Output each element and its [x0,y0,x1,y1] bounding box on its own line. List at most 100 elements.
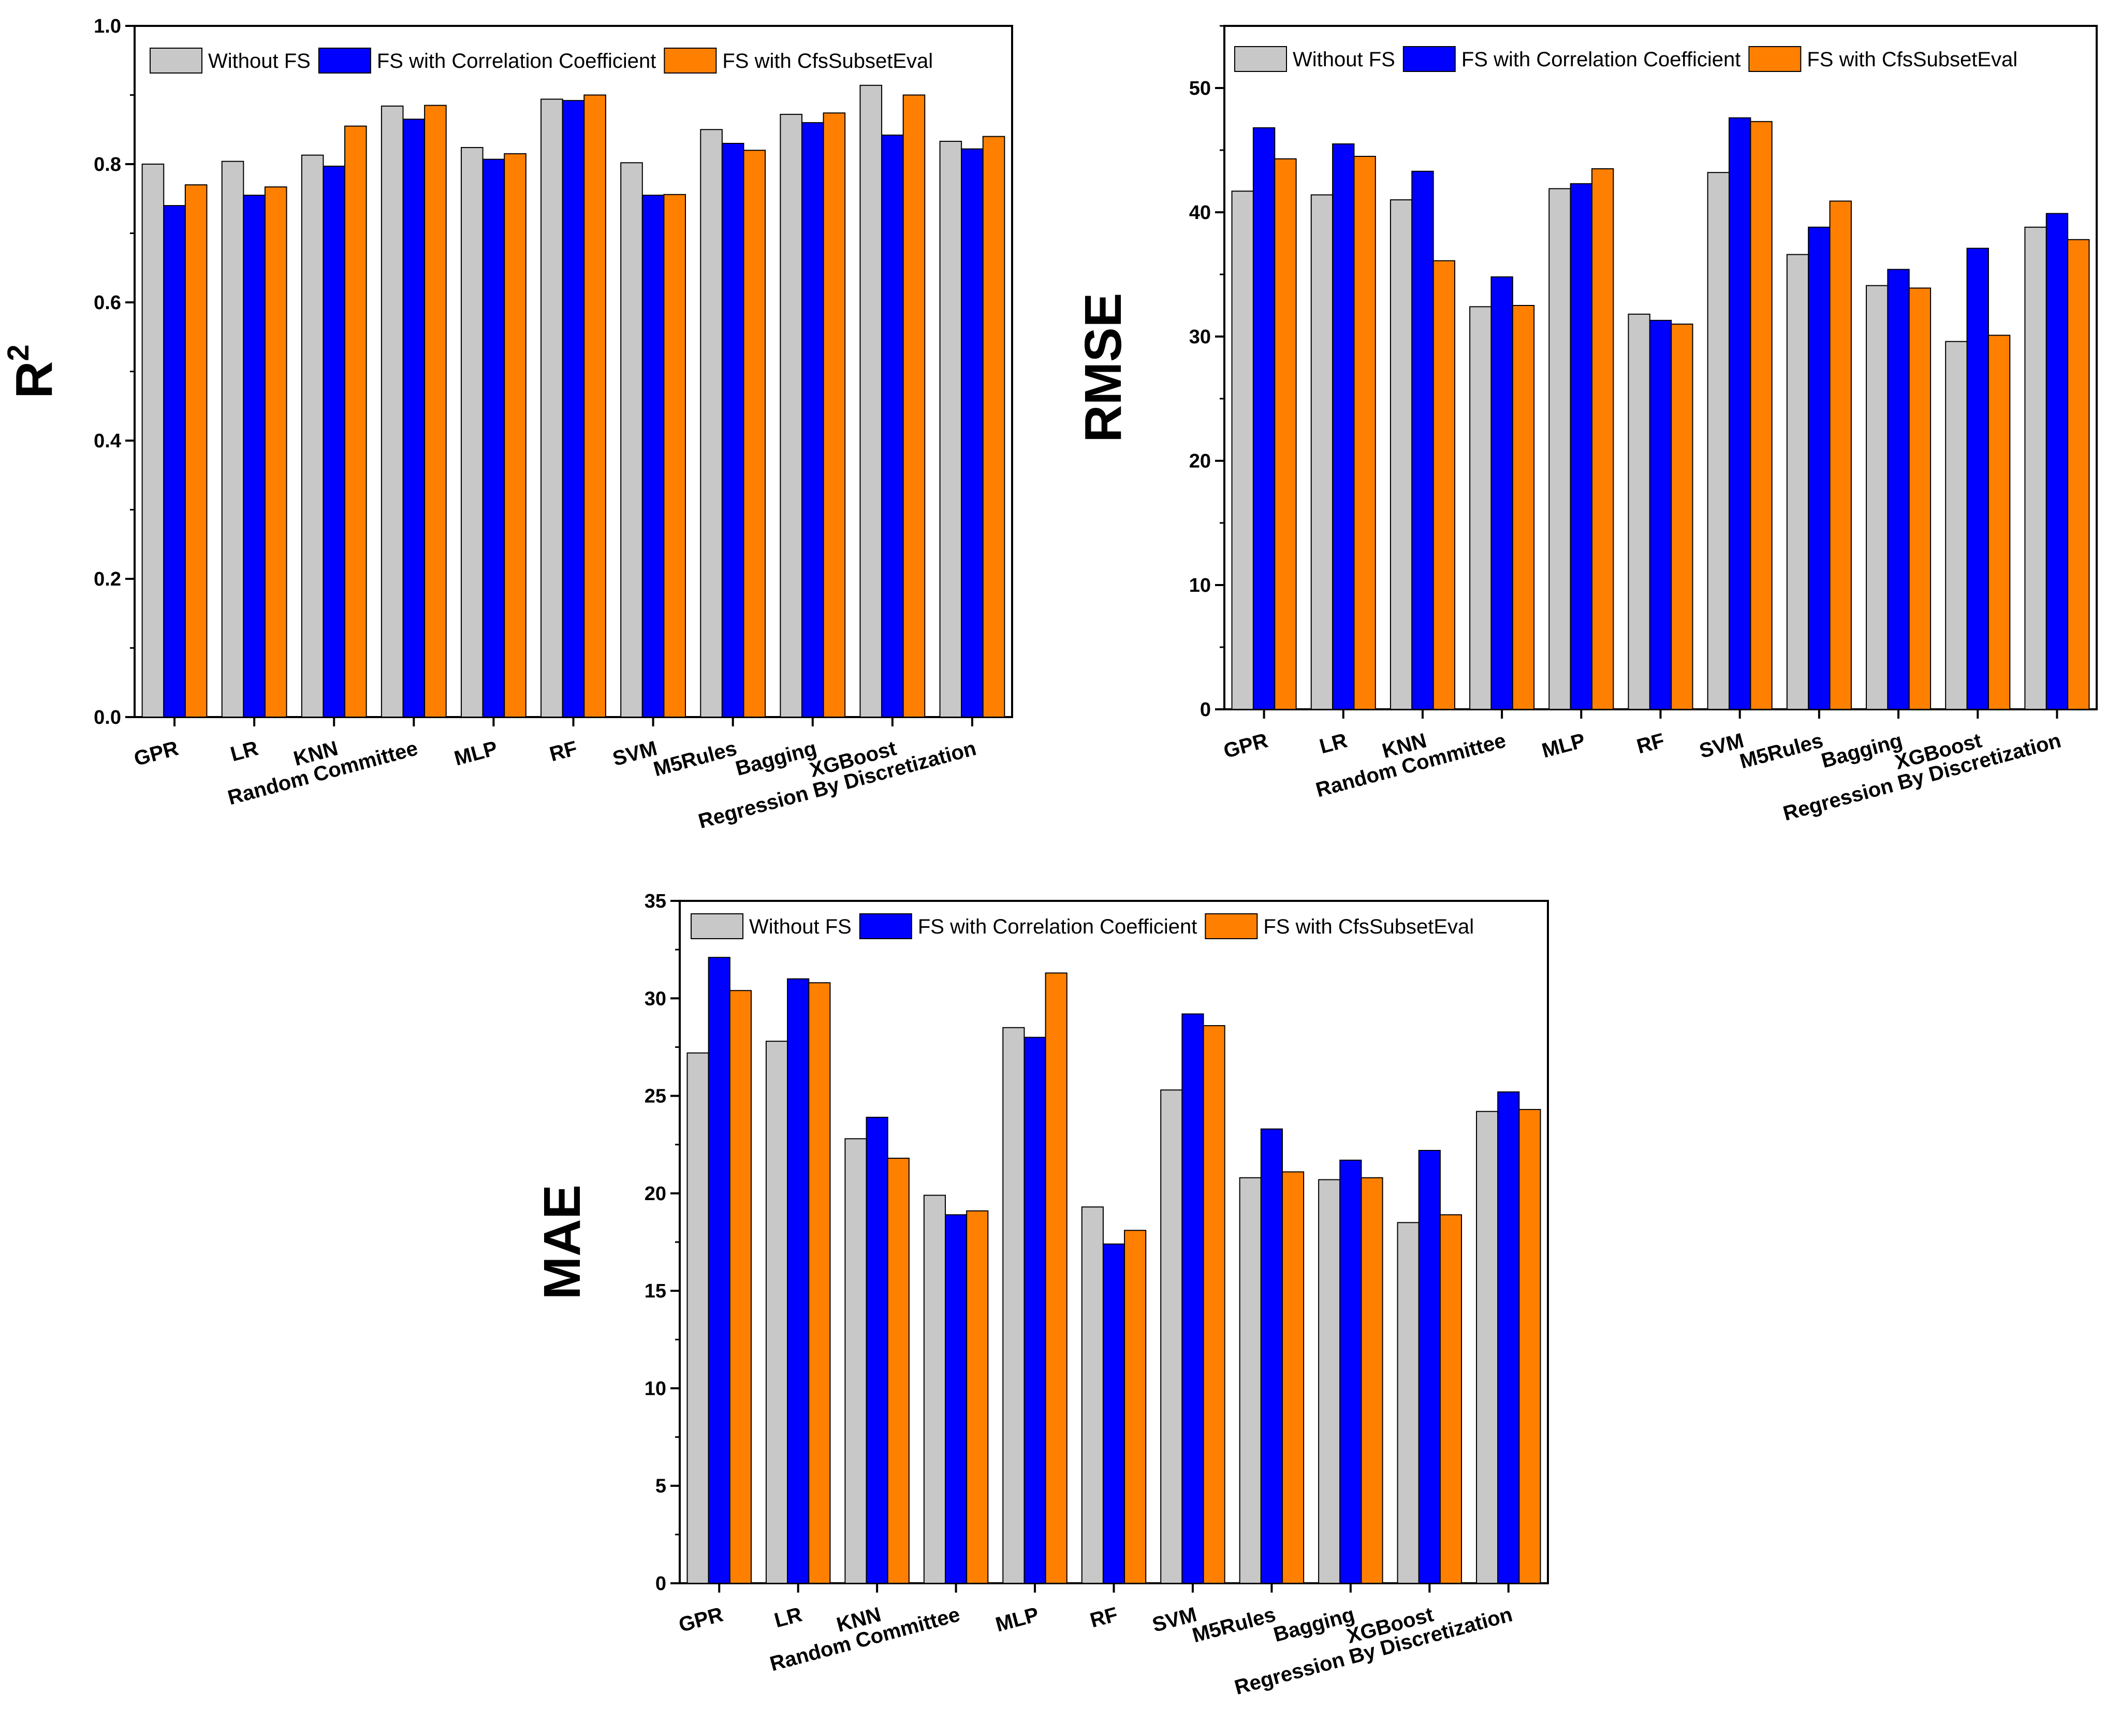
bar-without_fs [1945,341,1968,710]
legend-swatch-without_fs [691,913,743,939]
bar-fs_cfs [966,1210,989,1584]
bar-fs_correlation [1252,127,1276,710]
bar-fs_cfs [1750,121,1773,710]
y-tick-label: 30 [1189,326,1211,348]
bar-fs_cfs [743,150,766,718]
bar-fs_cfs [2067,239,2090,710]
y-axis-title-superscript: 2 [2,344,35,361]
bar-without_fs [301,154,324,718]
legend-label: FS with CfsSubsetEval [1263,915,1474,938]
bar-without_fs [1397,1222,1420,1584]
y-tick-label: 30 [645,988,666,1010]
bar-without_fs [221,161,244,718]
bar-fs_correlation [961,148,984,718]
bar-fs_correlation [323,166,346,718]
bar-fs_correlation [1649,319,1672,710]
bar-fs_correlation [1966,247,1989,710]
y-tick-label: 10 [645,1378,666,1399]
bar-fs_cfs [1512,305,1535,710]
bar-without_fs [700,129,723,718]
bar-fs_correlation [1418,1150,1441,1584]
bar-without_fs [1390,199,1413,710]
bar-without_fs [1081,1206,1104,1584]
bar-fs_cfs [902,94,926,718]
y-tick-label: 15 [645,1280,666,1302]
bar-fs_cfs [1045,972,1067,1584]
bar-fs_correlation [721,142,744,718]
bar-fs_correlation [1808,226,1831,710]
bar-without_fs [844,1138,867,1584]
bar-fs_cfs [663,194,686,718]
y-axis-title-text: RMSE [1074,293,1132,443]
bar-fs_correlation [482,158,505,718]
bar-without_fs [939,140,962,718]
bar-fs_cfs [1671,324,1693,710]
legend-label: FS with CfsSubsetEval [722,50,933,72]
y-tick-label: 0 [1200,699,1211,721]
y-tick-label: 0.4 [94,430,121,452]
bar-fs_cfs [424,105,447,718]
bar-fs_cfs [1274,158,1297,710]
bar-fs_cfs [1353,156,1376,710]
bar-without_fs [780,113,802,718]
y-tick-label: 50 [1189,78,1211,99]
bar-fs_cfs [1203,1025,1225,1584]
y-tick-label: 0.2 [94,568,121,590]
bar-fs_correlation [1023,1037,1046,1584]
bar-without_fs [1628,313,1650,710]
bar-fs_correlation [787,978,810,1584]
bar-fs_cfs [729,990,752,1584]
legend-label: FS with Correlation Coefficient [1461,48,1741,71]
bar-without_fs [1160,1089,1183,1584]
bar-without_fs [1310,194,1334,710]
legend-label: Without FS [208,50,311,72]
bar-fs_correlation [1181,1013,1204,1584]
bar-fs_correlation [1570,183,1592,710]
y-tick-label: 40 [1189,202,1211,224]
bar-fs_cfs [264,186,287,718]
y-tick-label: 10 [1189,575,1211,596]
legend-swatch-fs_correlation [859,913,912,939]
y-axis-title: RMSE [1074,293,1132,443]
bar-fs_cfs [1439,1214,1462,1584]
bar-fs_cfs [823,112,846,718]
bar-without_fs [765,1041,788,1584]
bar-fs_cfs [504,153,526,718]
legend-swatch-fs_cfs [1205,913,1258,939]
legend-label: FS with Correlation Coefficient [918,915,1197,938]
bar-fs_cfs [887,1158,910,1584]
bar-without_fs [381,105,404,718]
bar-fs_correlation [801,122,824,718]
y-tick-label: 20 [1189,450,1211,472]
bar-fs_correlation [881,134,904,718]
bar-fs_correlation [1497,1091,1520,1584]
bar-fs_correlation [243,195,266,718]
legend-swatch-without_fs [1234,46,1287,72]
bar-fs_cfs [344,125,367,718]
bar-fs_correlation [1490,276,1513,710]
bar-without_fs [141,164,165,718]
legend-swatch-fs_correlation [318,48,371,74]
bar-fs_cfs [1518,1108,1541,1584]
y-axis-title: MAE [533,1185,591,1300]
y-tick-label: 0.6 [94,292,121,314]
y-tick-label: 20 [645,1183,666,1205]
bar-without_fs [1548,188,1571,710]
bar-without_fs [686,1052,709,1584]
bar-fs_correlation [866,1116,888,1584]
bar-fs_cfs [808,982,831,1584]
bar-without_fs [1469,306,1492,710]
bar-fs_correlation [1332,143,1355,710]
bar-fs_correlation [163,205,186,718]
y-tick-label: 1.0 [94,16,121,37]
y-tick-label: 5 [655,1476,666,1497]
bar-without_fs [540,98,563,718]
bar-fs_correlation [708,957,730,1584]
bar-fs_cfs [1124,1230,1147,1584]
legend-label: Without FS [749,915,852,938]
bar-fs_cfs [982,136,1005,718]
